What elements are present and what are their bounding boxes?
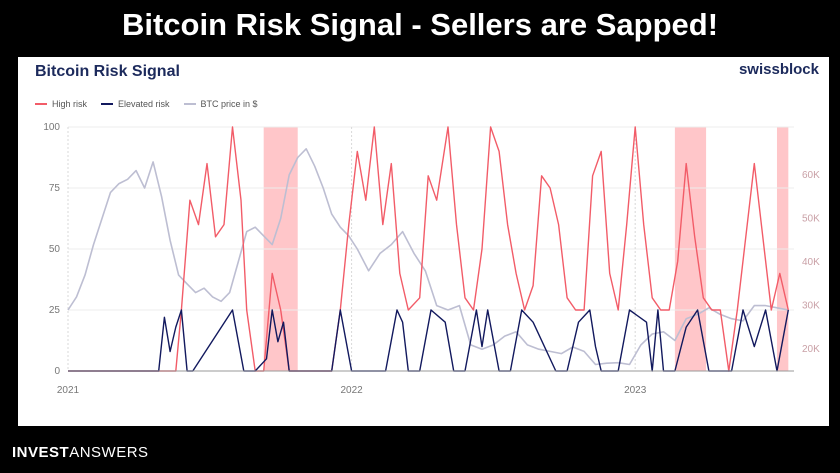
x-tick-label: 2023 — [624, 385, 647, 396]
legend: High risk Elevated risk BTC price in $ — [35, 99, 258, 109]
y-left-tick-label: 50 — [49, 244, 61, 255]
brand-logo: swissblock — [738, 61, 819, 78]
legend-label: Elevated risk — [118, 99, 170, 109]
footer-logo: INVEST ANSWERS — [12, 444, 149, 461]
legend-swatch — [183, 103, 196, 105]
chart-title: Bitcoin Risk Signal — [35, 63, 180, 80]
legend-label: BTC price in $ — [200, 99, 258, 109]
y-right-tick-label: 20K — [802, 344, 820, 355]
y-right-tick-label: 60K — [802, 170, 820, 181]
legend-item-high-risk: High risk — [35, 99, 87, 109]
banner-title: Bitcoin Risk Signal - Sellers are Sapped… — [121, 7, 719, 42]
legend-item-btc-price: BTC price in $ — [183, 99, 258, 109]
y-right-tick-label: 30K — [802, 301, 820, 312]
series-line-btc-price-in — [67, 148, 789, 366]
chart-card: Bitcoin Risk Signal swissblock High risk… — [18, 57, 829, 426]
y-left-tick-label: 100 — [43, 122, 60, 133]
legend-swatch — [101, 103, 114, 105]
footer-logo-answers: ANSWERS — [69, 444, 149, 461]
legend-label: High risk — [52, 99, 88, 109]
y-left-tick-label: 75 — [49, 183, 61, 194]
banner: Bitcoin Risk Signal - Sellers are Sapped… — [0, 0, 840, 50]
legend-item-elevated-risk: Elevated risk — [101, 99, 170, 109]
y-left-tick-label: 0 — [54, 366, 60, 377]
footer-logo-invest: INVEST — [12, 444, 70, 461]
x-tick-label: 2022 — [340, 385, 363, 396]
y-right-tick-label: 50K — [802, 214, 820, 225]
y-right-tick-label: 40K — [802, 257, 820, 268]
legend-swatch — [35, 103, 47, 105]
x-tick-label: 2021 — [57, 385, 80, 396]
axes: 0 25 50 75 100 20K 30K 40K 50K 60K 2021 2022 2023 — [43, 122, 820, 396]
y-left-tick-label: 25 — [49, 305, 61, 316]
risk-signal-chart: 0 25 50 75 100 20K 30K 40K 50K 60K 2021 2022 2023 — [43, 122, 820, 396]
